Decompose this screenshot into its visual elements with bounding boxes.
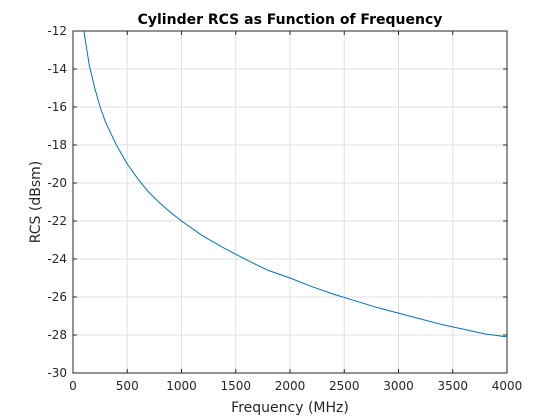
grid-layer	[72, 30, 508, 374]
y-tick-label-1: -28	[47, 328, 67, 342]
x-tick-label-3: 1500	[220, 379, 251, 393]
y-tick-label-8: -14	[47, 62, 67, 76]
y-tick-label-2: -26	[47, 290, 67, 304]
y-tick-label-9: -12	[47, 24, 67, 38]
series-layer	[83, 30, 508, 338]
y-tick-label-0: -30	[47, 366, 67, 380]
x-tick-label-2: 1000	[166, 379, 197, 393]
y-axis-label: RCS (dBsm)	[28, 161, 44, 244]
y-tick-label-7: -16	[47, 100, 67, 114]
y-tick-label-5: -20	[47, 176, 67, 190]
y-tick-label-3: -24	[47, 252, 67, 266]
x-tick-label-5: 2500	[329, 379, 360, 393]
x-tick-label-8: 4000	[492, 379, 523, 393]
chart-title: Cylinder RCS as Function of Frequency	[138, 12, 443, 28]
y-tick-label-6: -18	[47, 138, 67, 152]
y-tick-label-4: -22	[47, 214, 67, 228]
x-axis-label: Frequency (MHz)	[231, 400, 349, 416]
x-tick-label-6: 3000	[383, 379, 414, 393]
tick-layer: 0 500 1000 1500 2000 2500 3000 3500 4000 -30 -28 -2…	[47, 24, 522, 393]
x-tick-label-4: 2000	[275, 379, 306, 393]
x-tick-label-1: 500	[116, 379, 139, 393]
x-tick-label-7: 3500	[437, 379, 468, 393]
x-tick-label-0: 0	[69, 379, 77, 393]
series-line-0	[83, 30, 508, 338]
